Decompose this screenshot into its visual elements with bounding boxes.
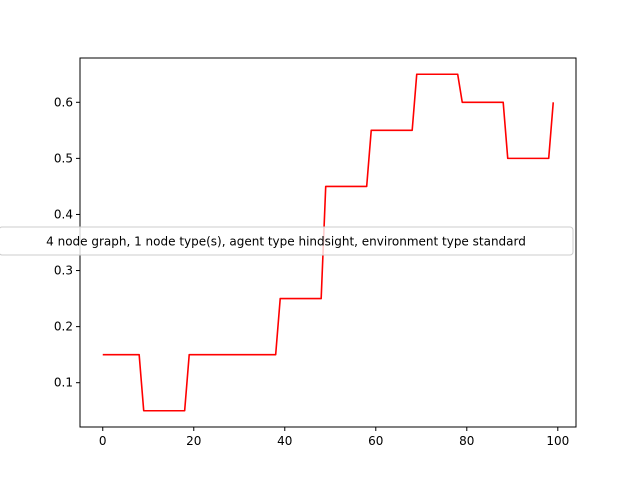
x-tick-label: 80 (459, 434, 474, 448)
y-tick-label: 0.5 (54, 151, 73, 165)
y-tick-label: 0.6 (54, 95, 73, 109)
y-tick-label: 0.2 (54, 320, 73, 334)
x-tick-label: 40 (277, 434, 292, 448)
series-layer (102, 73, 555, 412)
y-tick-label: 0.3 (54, 264, 73, 278)
x-tick-label: 60 (368, 434, 383, 448)
legend: 4 node graph, 1 node type(s), agent type… (0, 226, 574, 256)
legend-box (0, 226, 574, 256)
x-tick-label: 0 (99, 434, 107, 448)
y-axis: 0.1 0.2 0.3 0.4 0.5 0.6 (54, 95, 80, 390)
x-tick-label: 20 (186, 434, 201, 448)
y-tick-label: 0.4 (54, 207, 73, 221)
x-tick-label: 100 (546, 434, 569, 448)
series-line (102, 73, 555, 412)
x-axis: 0 20 40 60 80 100 (99, 427, 569, 448)
y-tick-label: 0.1 (54, 376, 73, 390)
legend-label: 4 node graph, 1 node type(s), agent type… (46, 235, 526, 249)
